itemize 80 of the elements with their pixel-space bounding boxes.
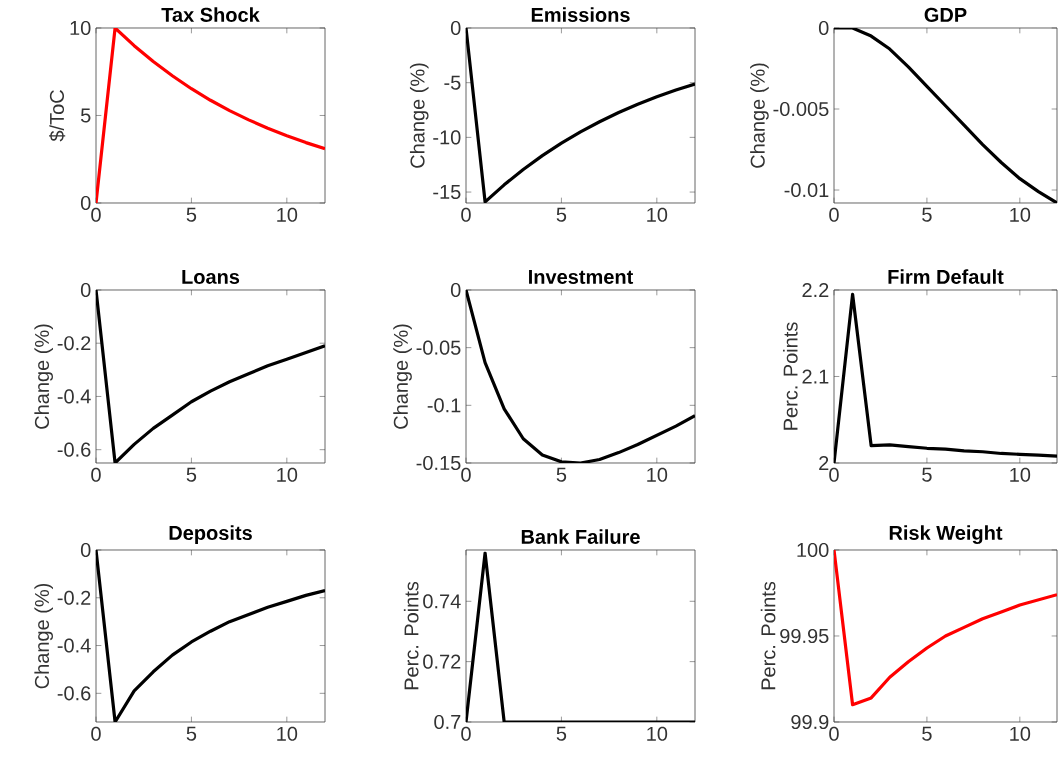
x-tick-label: 10 — [1010, 726, 1031, 741]
y-tick-label: 99.9 — [791, 714, 829, 730]
x-tick-label: 5 — [186, 207, 197, 222]
x-tick-label: 0 — [91, 726, 101, 741]
x-tick-label: 10 — [1010, 467, 1031, 482]
x-tick-label: 5 — [556, 467, 567, 482]
x-tick-label: 0 — [829, 467, 839, 482]
chart-title: Firm Default — [888, 269, 1004, 284]
chart-title: GDP — [924, 7, 967, 22]
chart-title: Investment — [529, 269, 634, 284]
y-tick-label: 10 — [70, 20, 91, 36]
x-tick-label: 0 — [461, 207, 471, 222]
x-tick-label: 5 — [556, 207, 567, 222]
y-tick-label: 100 — [797, 542, 829, 558]
y-tick-label: 99.95 — [780, 628, 829, 644]
x-tick-label: 10 — [647, 207, 668, 222]
chart-title: Loans — [182, 269, 240, 284]
x-tick-label: 0 — [829, 207, 839, 222]
y-axis-title: Change (%) — [750, 63, 769, 168]
y-tick-label: -0.05 — [416, 340, 461, 355]
y-tick-label: -0.2 — [57, 336, 91, 351]
y-axis-title: Change (%) — [393, 324, 412, 429]
x-tick-label: 5 — [922, 726, 932, 741]
y-axis-title: Change (%) — [409, 63, 429, 168]
y-tick-label: 0.72 — [423, 654, 461, 669]
chart-title: Deposits — [169, 525, 252, 544]
line-series — [834, 27, 1057, 203]
x-tick-label: 0 — [829, 726, 839, 741]
x-tick-label: 0 — [91, 467, 101, 482]
y-axis-title: Perc. Points — [782, 322, 798, 430]
y-tick-label: 0 — [450, 282, 461, 298]
y-tick-label: 2.2 — [802, 283, 829, 297]
y-tick-label: -0.01 — [784, 182, 829, 198]
y-tick-label: -0.2 — [57, 590, 91, 605]
chart-title: Bank Failure — [521, 529, 640, 544]
chart-title: Risk Weight — [889, 525, 1003, 544]
y-tick-label: 2.1 — [802, 369, 829, 384]
x-tick-label: 10 — [647, 467, 668, 482]
x-tick-label: 0 — [461, 726, 471, 741]
y-tick-label: -0.6 — [57, 442, 91, 457]
x-tick-label: 10 — [647, 726, 668, 741]
x-tick-label: 5 — [556, 726, 567, 741]
y-tick-label: 0 — [80, 195, 91, 211]
line-series — [834, 292, 1057, 463]
y-tick-label: 0 — [80, 542, 91, 558]
y-tick-label: -15 — [433, 185, 461, 200]
line-series — [96, 27, 325, 203]
x-tick-label: 10 — [277, 207, 298, 222]
chart-title: Tax Shock — [161, 7, 260, 22]
y-tick-label: 0 — [80, 282, 91, 298]
y-tick-label: -0.1 — [427, 398, 461, 413]
y-tick-label: 0.74 — [423, 594, 461, 609]
x-tick-label: 5 — [186, 467, 197, 482]
y-tick-label: 2 — [819, 456, 829, 470]
y-axis-title: Perc. Points — [760, 581, 776, 690]
x-tick-label: 5 — [922, 207, 932, 222]
y-tick-label: -0.15 — [416, 455, 461, 471]
x-tick-label: 10 — [277, 726, 298, 741]
y-tick-label: -5 — [444, 75, 461, 90]
x-tick-label: 0 — [91, 207, 101, 222]
y-tick-label: 0 — [450, 20, 461, 36]
x-tick-label: 5 — [922, 467, 932, 482]
x-tick-label: 0 — [461, 467, 471, 482]
y-tick-label: -10 — [433, 130, 461, 145]
y-axis-title: Perc. Points — [403, 581, 419, 690]
x-tick-label: 5 — [186, 726, 197, 741]
y-tick-label: -0.4 — [57, 389, 91, 404]
y-tick-label: 0 — [818, 20, 829, 36]
y-axis-title: $/ToC — [49, 90, 66, 142]
y-tick-label: -0.6 — [57, 686, 91, 701]
line-series — [466, 27, 695, 203]
x-tick-label: 10 — [277, 467, 298, 482]
x-tick-label: 10 — [1010, 207, 1031, 222]
y-tick-label: 0.7 — [434, 714, 461, 730]
y-tick-label: 5 — [80, 108, 91, 123]
chart-title: Emissions — [531, 7, 630, 22]
y-tick-label: -0.005 — [773, 101, 829, 117]
y-tick-label: -0.4 — [57, 638, 91, 653]
y-axis-title: Change (%) — [34, 324, 53, 429]
y-axis-title: Change (%) — [34, 583, 53, 689]
